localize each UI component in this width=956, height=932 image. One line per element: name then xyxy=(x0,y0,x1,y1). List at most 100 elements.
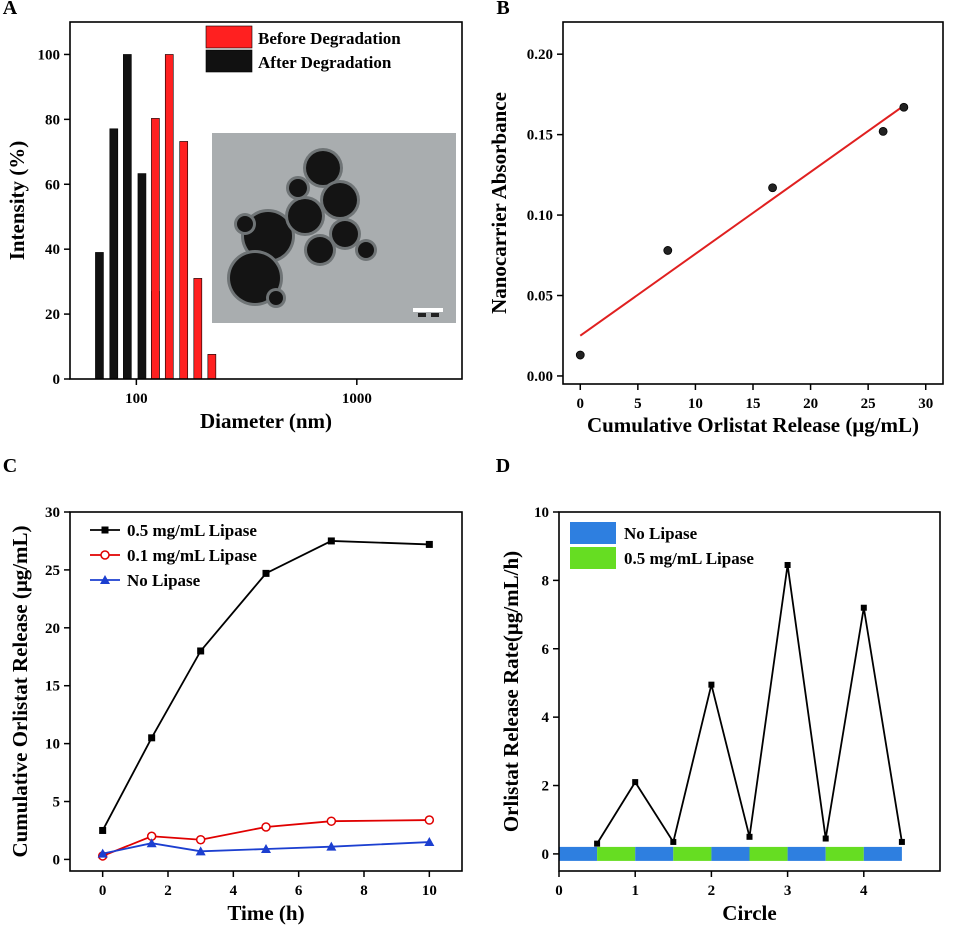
legend-swatch-before xyxy=(205,25,253,49)
d-xtick-label: 4 xyxy=(860,883,868,899)
legend-label-before: Before Degradation xyxy=(258,29,401,48)
lipase-05-marker xyxy=(197,647,205,655)
a-ytick-label: 20 xyxy=(45,307,60,323)
d-plot-frame xyxy=(558,511,941,872)
legend-label-no-lipase: No Lipase xyxy=(624,524,698,543)
a-xlabel: Diameter (nm) xyxy=(200,409,332,433)
fit-line xyxy=(579,104,905,337)
release-rate-marker xyxy=(784,561,791,568)
release-rate-marker xyxy=(594,840,601,847)
b-ytick-label: 0.10 xyxy=(527,208,553,224)
lipase-01-marker xyxy=(261,822,271,832)
legend-label-lipase-05: 0.5 mg/mL Lipase xyxy=(127,521,257,540)
d-xtick-label: 1 xyxy=(631,883,639,899)
d-xtick-label: 0 xyxy=(555,883,563,899)
a-ytick-label: 0 xyxy=(53,372,61,388)
lipase-01-marker xyxy=(195,834,206,845)
panel-b: 0.00 0.05 0.10 0.15 0.20 0 5 10 15 20 25 30Cumulati… xyxy=(487,0,944,437)
after-bar xyxy=(123,54,132,380)
band-no-lipase xyxy=(787,846,826,861)
panel-d: No Lipase 0.5 mg/mL Lipase 0 2 4 6 8 10 0 1 2 3 4 Cir… xyxy=(496,455,941,925)
legend-swatch-no-lipase xyxy=(570,522,616,544)
tem-scale-mark xyxy=(431,313,439,317)
c-panel-label: C xyxy=(3,455,17,477)
c-ytick-label: 5 xyxy=(53,795,61,811)
release-rate-marker xyxy=(670,838,677,845)
data-point xyxy=(899,102,909,112)
panel-c: 0.5 mg/mL Lipase 0.1 mg/mL Lipase No Lipas… xyxy=(3,455,463,925)
release-rate-marker xyxy=(708,681,715,688)
c-xlabel: Time (h) xyxy=(227,901,304,925)
c-xtick-label: 0 xyxy=(99,883,107,899)
band-lipase xyxy=(673,846,712,861)
release-rate-marker xyxy=(632,779,639,786)
a-xtick-label: 100 xyxy=(125,391,148,407)
c-ytick-label: 15 xyxy=(45,679,60,695)
band-no-lipase xyxy=(863,846,902,861)
b-ytick-label: 0.15 xyxy=(527,128,553,144)
b-xtick-label: 0 xyxy=(577,396,585,412)
b-xtick-label: 10 xyxy=(688,396,703,412)
release-rate-marker xyxy=(898,838,905,845)
b-xtick-label: 20 xyxy=(803,396,818,412)
d-ytick-label: 2 xyxy=(542,779,550,795)
a-plot-frame xyxy=(69,21,463,380)
d-xtick-label: 2 xyxy=(708,883,716,899)
c-xtick-label: 2 xyxy=(164,883,172,899)
data-point xyxy=(575,350,585,360)
tem-particle xyxy=(358,242,374,258)
before-bar xyxy=(151,118,160,380)
lipase-01-marker xyxy=(424,815,435,825)
after-bar xyxy=(137,173,147,380)
b-ylabel: Nanocarrier Absorbance xyxy=(487,92,511,314)
b-panel-label: B xyxy=(496,0,509,19)
lipase-05-marker xyxy=(99,826,107,834)
tem-particle xyxy=(230,253,280,303)
legend-marker-lipase-05 xyxy=(101,526,109,534)
d-ylabel: Orlistat Release Rate(μg/mL/h) xyxy=(499,551,523,832)
tem-scale-mark xyxy=(418,313,426,317)
c-ytick-label: 30 xyxy=(45,505,60,521)
b-ytick-label: 0.00 xyxy=(527,369,553,385)
b-xtick-label: 25 xyxy=(861,396,876,412)
release-rate-marker xyxy=(822,835,829,842)
a-ytick-label: 40 xyxy=(45,242,60,258)
d-ytick-label: 4 xyxy=(542,710,550,726)
no-lipase-marker xyxy=(195,846,206,856)
b-xtick-label: 30 xyxy=(918,396,933,412)
after-bar xyxy=(109,128,119,380)
d-ytick-label: 6 xyxy=(542,642,550,658)
legend-label-lipase: 0.5 mg/mL Lipase xyxy=(624,549,754,568)
before-bar xyxy=(207,354,217,380)
lipase-01-line xyxy=(102,819,430,857)
c-xtick-label: 8 xyxy=(360,883,368,899)
legend-swatch-after xyxy=(205,49,253,73)
before-bar xyxy=(179,141,189,380)
tem-particle xyxy=(288,199,322,233)
band-no-lipase xyxy=(711,846,750,861)
lipase-05-marker xyxy=(425,540,433,548)
d-ytick-label: 10 xyxy=(534,505,549,521)
d-ytick-label: 0 xyxy=(542,847,550,863)
c-xtick-label: 6 xyxy=(295,883,303,899)
lipase-05-marker xyxy=(262,569,270,577)
before-bar xyxy=(193,278,203,380)
c-xtick-label: 10 xyxy=(422,883,437,899)
a-ytick-label: 80 xyxy=(45,112,60,128)
band-lipase xyxy=(597,846,636,861)
lipase-05-line xyxy=(101,540,430,831)
no-lipase-line xyxy=(102,841,430,855)
data-point xyxy=(878,127,888,136)
after-bar xyxy=(95,252,104,380)
band-lipase xyxy=(825,846,864,861)
tem-particle xyxy=(307,237,333,263)
data-point xyxy=(663,246,673,255)
tem-particle xyxy=(306,151,340,185)
a-xtick-label: 1000 xyxy=(342,391,372,407)
tem-inset xyxy=(212,133,456,323)
release-rate-line xyxy=(596,564,903,845)
data-point xyxy=(768,183,777,193)
legend-marker-no-lipase xyxy=(100,575,110,584)
panel-a: Before Degradation After Degradation 0 20 40… xyxy=(3,0,463,433)
c-xtick-label: 4 xyxy=(230,883,238,899)
